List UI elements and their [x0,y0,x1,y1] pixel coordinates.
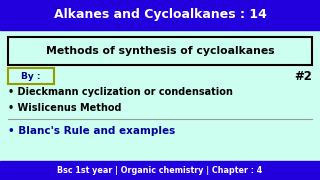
Bar [0,0,320,30]
Text: Alkanes and Cycloalkanes : 14: Alkanes and Cycloalkanes : 14 [53,8,267,21]
Text: • Blanc's Rule and examples: • Blanc's Rule and examples [8,126,175,136]
Text: • Dieckmann cyclization or condensation: • Dieckmann cyclization or condensation [8,87,233,97]
Text: Bsc 1st year | Organic chemistry | Chapter : 4: Bsc 1st year | Organic chemistry | Chapt… [57,166,263,175]
FancyBboxPatch shape [8,37,312,65]
Text: By :: By : [21,71,41,81]
Bar [0,161,320,180]
Text: Methods of synthesis of cycloalkanes: Methods of synthesis of cycloalkanes [46,46,274,56]
Text: • Wislicenus Method: • Wislicenus Method [8,103,122,113]
FancyBboxPatch shape [8,68,54,84]
Text: #2: #2 [294,69,312,83]
